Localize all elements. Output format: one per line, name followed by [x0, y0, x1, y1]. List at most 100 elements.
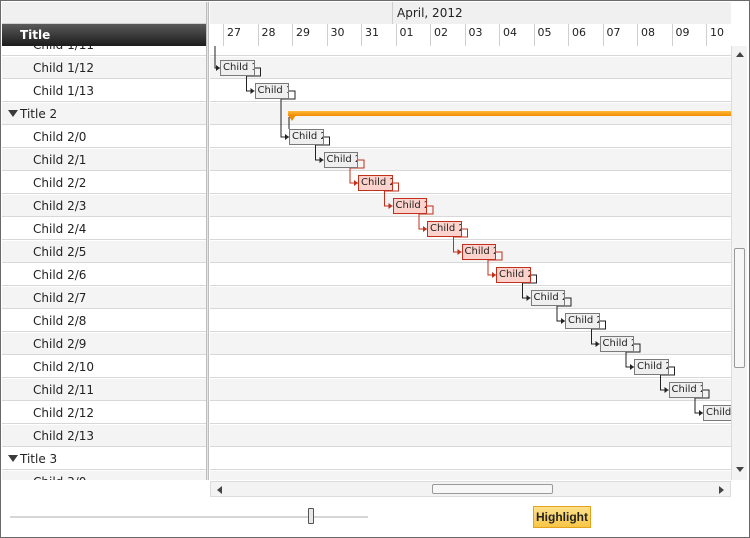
- link-arrow-icon: [388, 203, 393, 209]
- row-title: Child 2/2: [33, 176, 87, 190]
- day-label: 27: [223, 24, 258, 46]
- row-title: Child 1/11: [33, 46, 94, 52]
- row-title: Child 1/12: [33, 61, 95, 75]
- timeline-row: [210, 425, 731, 447]
- task-bar[interactable]: Child 2: [427, 221, 462, 237]
- highlight-button[interactable]: Highlight: [533, 506, 591, 528]
- child-row[interactable]: Child 3/0: [2, 471, 206, 480]
- child-row[interactable]: Child 1/12: [2, 57, 206, 79]
- timeline-row: [210, 218, 731, 240]
- child-row[interactable]: Child 1/13: [2, 80, 206, 102]
- task-bar[interactable]: Child 2: [496, 267, 531, 283]
- row-title: Child 2/6: [33, 268, 87, 282]
- task-bar[interactable]: Child 2: [323, 152, 358, 168]
- task-bar[interactable]: Child 2: [668, 382, 703, 398]
- dependency-link: [487, 251, 503, 276]
- task-bar[interactable]: Child 2: [703, 405, 731, 421]
- day-label: 10: [706, 24, 731, 46]
- timeline-row: [210, 126, 731, 148]
- child-row[interactable]: Child 2/7: [2, 287, 206, 309]
- scroll-down-icon[interactable]: [736, 467, 744, 472]
- task-bar[interactable]: Child 2: [289, 129, 324, 145]
- dependency-link: [625, 343, 641, 368]
- link-arrow-icon: [664, 387, 669, 393]
- timeline-row: [210, 471, 731, 480]
- task-bar[interactable]: Child 2: [565, 313, 600, 329]
- dependency-link: [522, 274, 537, 299]
- expand-collapse-icon[interactable]: [8, 455, 18, 462]
- vertical-scroll-thumb[interactable]: [734, 248, 745, 368]
- month-label: April, 2012: [392, 2, 463, 24]
- child-row[interactable]: Child 2/2: [2, 172, 206, 194]
- grid-splitter[interactable]: [206, 2, 209, 480]
- row-title: Child 2/5: [33, 245, 87, 259]
- timeline-row: [210, 448, 731, 470]
- horizontal-scrollbar[interactable]: [210, 481, 731, 497]
- row-title: Child 2/12: [33, 406, 95, 420]
- timeline-row: [210, 310, 731, 332]
- grid-column-header[interactable]: Title: [2, 24, 206, 46]
- child-row[interactable]: Child 2/13: [2, 425, 206, 447]
- timeline-month-header: April, 2012: [210, 2, 731, 25]
- dependency-links: [214, 46, 710, 416]
- child-row[interactable]: Child 2/0: [2, 126, 206, 148]
- summary-bar[interactable]: [288, 111, 731, 116]
- day-label: 31: [361, 24, 396, 46]
- horizontal-scroll-thumb[interactable]: [432, 484, 553, 494]
- child-row[interactable]: Child 2/9: [2, 333, 206, 355]
- child-row[interactable]: Child 2/10: [2, 356, 206, 378]
- child-row[interactable]: Child 2/6: [2, 264, 206, 286]
- day-label: 02: [430, 24, 465, 46]
- child-row[interactable]: Child 2/3: [2, 195, 206, 217]
- timeline-row: [210, 287, 731, 309]
- scroll-right-icon[interactable]: [719, 486, 724, 494]
- timeline-row: [210, 356, 731, 378]
- day-label: 09: [671, 24, 707, 46]
- vertical-scrollbar[interactable]: [731, 46, 747, 480]
- child-row[interactable]: Child 2/8: [2, 310, 206, 332]
- child-row[interactable]: Child 2/5: [2, 241, 206, 263]
- zoom-slider-track[interactable]: [10, 516, 368, 518]
- grid-header-spacer: [2, 2, 206, 24]
- task-bar[interactable]: Child 1: [220, 60, 255, 76]
- row-title: Child 2/13: [33, 429, 95, 443]
- task-bar[interactable]: Child 2: [530, 290, 565, 306]
- day-label: 03: [464, 24, 500, 46]
- child-row[interactable]: Child 2/1: [2, 149, 206, 171]
- row-title: Child 2/3: [33, 199, 87, 213]
- child-row[interactable]: Child 1/11: [2, 46, 206, 56]
- dependency-link: [660, 366, 675, 391]
- group-row[interactable]: Title 2: [2, 103, 206, 125]
- task-bar[interactable]: Child 2: [461, 244, 496, 260]
- task-bar[interactable]: Child 2: [599, 336, 634, 352]
- row-title: Child 2/7: [33, 291, 87, 305]
- row-title: Child 3/0: [33, 475, 86, 480]
- task-bar[interactable]: Child 2: [634, 359, 669, 375]
- child-row[interactable]: Child 2/12: [2, 402, 206, 424]
- timeline-row: [210, 195, 731, 217]
- child-row[interactable]: Child 2/11: [2, 379, 206, 401]
- task-bar[interactable]: Child 2: [358, 175, 393, 191]
- link-arrow-icon: [250, 88, 255, 94]
- day-label: 05: [533, 24, 569, 46]
- summary-start-icon: [288, 115, 296, 121]
- scroll-left-icon[interactable]: [217, 486, 222, 494]
- group-row[interactable]: Title 3: [2, 448, 206, 470]
- timeline-row: [210, 46, 731, 56]
- scroll-up-icon[interactable]: [736, 52, 744, 57]
- dependency-link: [280, 90, 296, 138]
- zoom-slider-thumb[interactable]: [307, 508, 314, 524]
- link-arrow-icon: [595, 341, 600, 347]
- link-arrow-icon: [492, 272, 496, 278]
- link-arrow-icon: [319, 157, 324, 163]
- timeline-day-header: 27 28 29 30 31 01 02 03 04 05 06 07 08 09 10: [210, 24, 731, 47]
- row-title: Child 2/9: [33, 337, 87, 351]
- day-label: 28: [257, 24, 293, 46]
- task-bar[interactable]: Child 2: [392, 198, 427, 214]
- task-bar[interactable]: Child 1: [254, 83, 289, 99]
- link-arrow-icon: [354, 180, 358, 186]
- dependency-link: [315, 136, 330, 161]
- child-row[interactable]: Child 2/4: [2, 218, 206, 240]
- link-arrow-icon: [285, 134, 289, 140]
- expand-collapse-icon[interactable]: [8, 110, 18, 117]
